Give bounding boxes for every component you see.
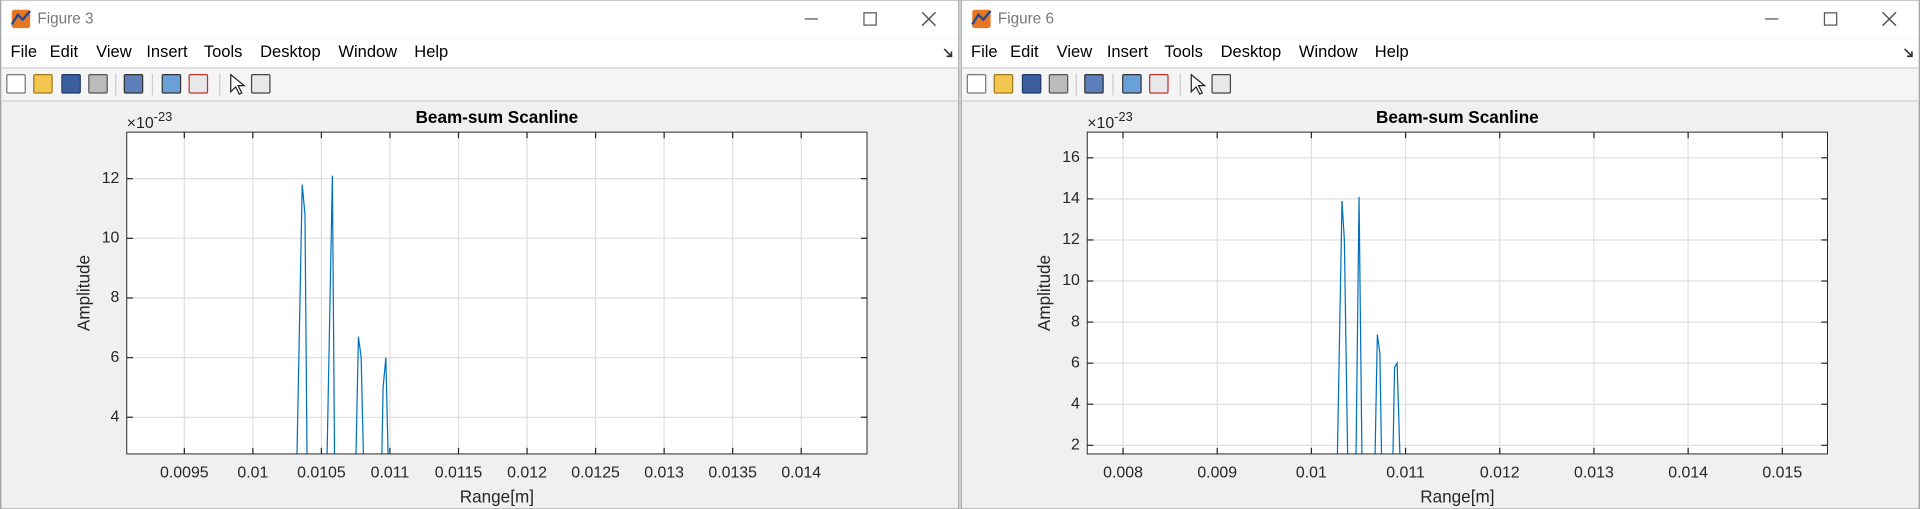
- x-tick-label: 0.012: [1480, 465, 1520, 482]
- menu-item[interactable]: Tools: [204, 43, 243, 61]
- x-tick-label: 0.012: [507, 465, 547, 482]
- toolbar-button[interactable]: [188, 74, 209, 94]
- window-title: Figure 6: [998, 11, 1054, 28]
- y-tick-label: 8: [1071, 313, 1080, 330]
- x-tick-label: 0.014: [781, 465, 821, 482]
- toolbar-button[interactable]: [1122, 74, 1142, 94]
- x-tick-label: 0.011: [371, 465, 410, 482]
- menu-item[interactable]: File: [11, 43, 38, 61]
- toolbar-button[interactable]: [1149, 74, 1169, 94]
- y-tick-label: 16: [1062, 149, 1080, 166]
- menu-item[interactable]: View: [96, 43, 132, 61]
- y-tick-label: 2: [1071, 437, 1080, 454]
- chart-title: Beam-sum Scanline: [416, 108, 579, 127]
- pointer-tool[interactable]: [230, 73, 246, 96]
- toolbar-button[interactable]: [1021, 74, 1042, 94]
- x-tick-label: 0.008: [1103, 465, 1143, 482]
- menu-item[interactable]: View: [1057, 43, 1093, 61]
- x-tick-label: 0.0125: [571, 465, 620, 482]
- y-tick-label: 12: [1062, 231, 1080, 248]
- menu-item[interactable]: Desktop: [1221, 43, 1282, 61]
- toolbar: [1, 68, 959, 101]
- x-tick-label: 0.0105: [297, 465, 346, 482]
- menu-item[interactable]: Desktop: [260, 43, 321, 61]
- menu-item[interactable]: Edit: [1010, 43, 1039, 61]
- y-exponent: -23: [154, 109, 173, 124]
- x-tick-label: 0.014: [1668, 465, 1708, 482]
- pointer-tool[interactable]: [1190, 73, 1207, 96]
- toolbar-button[interactable]: [161, 74, 182, 94]
- toolbar-button[interactable]: [966, 74, 987, 94]
- x-tick-label: 0.0095: [160, 465, 209, 482]
- y-tick-label: 8: [111, 289, 120, 306]
- toolbar-button[interactable]: [1048, 74, 1069, 94]
- maximize-button[interactable]: [1823, 12, 1838, 26]
- menu-item[interactable]: Tools: [1164, 43, 1203, 61]
- window-title: Figure 3: [37, 11, 93, 28]
- toolbar-button[interactable]: [33, 74, 53, 94]
- y-exponent: -23: [1114, 109, 1133, 124]
- menu-item[interactable]: Help: [1375, 43, 1409, 61]
- toolbar-button[interactable]: [61, 74, 81, 94]
- title-bar: [961, 0, 1919, 39]
- x-tick-label: 0.01: [237, 465, 268, 482]
- menu-item[interactable]: Edit: [50, 43, 79, 61]
- data-line: [1336, 196, 1401, 454]
- x-axis-label: Range[m]: [1420, 488, 1494, 507]
- toolbar-button[interactable]: [1211, 74, 1232, 94]
- y-tick-label: 4: [1071, 395, 1080, 412]
- plot-area: [1087, 132, 1828, 454]
- menu-item[interactable]: Insert: [146, 43, 188, 61]
- x-tick-label: 0.011: [1386, 465, 1425, 482]
- chart-title: Beam-sum Scanline: [1376, 108, 1539, 127]
- x-tick-label: 0.015: [1762, 465, 1802, 482]
- app-icon-wave: [10, 10, 32, 26]
- y-tick-label: 14: [1062, 190, 1080, 207]
- dock-arrow[interactable]: [943, 48, 953, 58]
- x-tick-label: 0.0135: [708, 465, 757, 482]
- toolbar-button[interactable]: [1084, 74, 1104, 94]
- x-tick-label: 0.0115: [435, 465, 483, 482]
- toolbar-button[interactable]: [6, 74, 26, 94]
- toolbar: [961, 68, 1919, 101]
- x-tick-label: 0.009: [1197, 465, 1237, 482]
- x-axis-label: Range[m]: [460, 488, 534, 507]
- toolbar-button[interactable]: [123, 74, 144, 94]
- x-tick-label: 0.01: [1296, 465, 1327, 482]
- close-button[interactable]: [1882, 11, 1897, 27]
- axes-box: [126, 131, 868, 455]
- plot-area: [126, 132, 868, 454]
- axes-box: [1086, 131, 1828, 455]
- y-tick-label: 6: [111, 349, 120, 366]
- x-tick-label: 0.013: [644, 465, 684, 482]
- menu-bar: [961, 39, 1919, 68]
- dock-arrow[interactable]: [1904, 48, 1913, 58]
- y-tick-label: 12: [102, 170, 120, 187]
- y-tick-label: 6: [1071, 354, 1080, 371]
- toolbar-button[interactable]: [993, 74, 1014, 94]
- toolbar-button[interactable]: [250, 74, 271, 94]
- menu-item[interactable]: File: [971, 43, 998, 61]
- close-button[interactable]: [921, 11, 937, 27]
- y-tick-label: 10: [1062, 272, 1080, 289]
- menu-item[interactable]: Help: [414, 43, 448, 61]
- maximize-button[interactable]: [863, 12, 877, 26]
- y-tick-label: 4: [111, 408, 120, 425]
- app-icon-wave: [971, 10, 992, 26]
- menu-item[interactable]: Window: [338, 43, 397, 61]
- y-axis-label: Amplitude: [1035, 255, 1054, 331]
- y-axis-label: Amplitude: [75, 255, 94, 331]
- x-tick-label: 0.013: [1574, 465, 1614, 482]
- y-tick-label: 10: [102, 230, 120, 247]
- toolbar-button[interactable]: [88, 74, 108, 94]
- menu-item[interactable]: Insert: [1107, 43, 1149, 61]
- data-line: [296, 175, 389, 454]
- y-multiplier-base: ×10: [127, 115, 154, 132]
- menu-bar: [1, 39, 959, 68]
- menu-item[interactable]: Window: [1299, 43, 1358, 61]
- title-bar: [1, 0, 959, 39]
- y-multiplier-base: ×10: [1087, 115, 1114, 132]
